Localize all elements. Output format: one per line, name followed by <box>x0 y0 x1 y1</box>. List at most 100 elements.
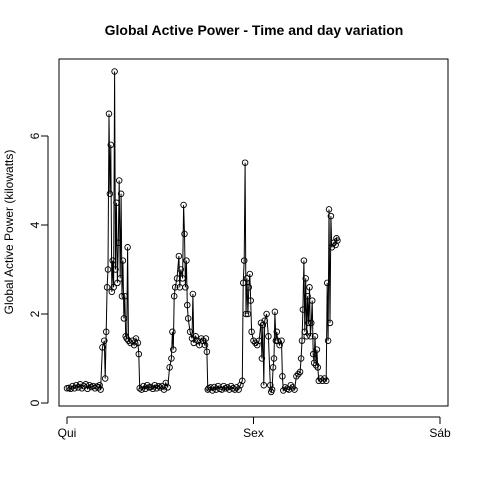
data-point <box>311 333 319 340</box>
y-axis-label: Global Active Power (kilowatts) <box>2 150 16 315</box>
data-point <box>323 279 331 287</box>
data-point <box>138 386 145 393</box>
data-point <box>231 386 239 393</box>
data-point <box>325 206 333 213</box>
data-point <box>115 177 123 184</box>
data-point <box>175 252 183 260</box>
data-point <box>253 341 261 349</box>
data-point <box>189 290 197 298</box>
data-point <box>184 315 192 322</box>
data-point <box>192 333 199 340</box>
data-point <box>115 239 122 247</box>
data-point <box>182 284 189 291</box>
data-point <box>168 355 175 362</box>
data-point <box>171 284 179 291</box>
data-point <box>309 350 317 358</box>
data-point <box>107 141 115 149</box>
data-point <box>164 384 171 391</box>
data-point <box>308 319 315 327</box>
data-point <box>166 364 173 371</box>
chart-title: Global Active Power - Time and day varia… <box>105 22 404 38</box>
data-point <box>170 292 178 300</box>
data-point <box>181 230 188 238</box>
data-point <box>129 337 136 344</box>
data-point <box>130 341 138 349</box>
data-point <box>307 333 314 340</box>
data-point <box>104 266 112 273</box>
data-point <box>247 297 254 304</box>
data-point <box>303 333 310 340</box>
data-point <box>326 319 334 327</box>
data-point <box>101 375 109 382</box>
data-point <box>334 237 341 244</box>
data-point <box>324 337 332 344</box>
data-point <box>291 386 298 393</box>
data-point <box>322 377 330 385</box>
data-point <box>298 337 306 344</box>
data-point <box>86 381 93 389</box>
data-point <box>101 337 108 344</box>
data-point <box>241 159 249 166</box>
data-point <box>132 335 140 342</box>
data-point <box>257 319 265 327</box>
data-point <box>162 379 170 387</box>
data-point <box>287 381 295 389</box>
data-point <box>239 377 246 385</box>
data-point <box>302 275 309 282</box>
data-point <box>260 381 268 389</box>
data-point <box>124 244 131 251</box>
data-point <box>297 355 305 362</box>
x-tick-label: Qui <box>58 426 77 440</box>
data-point <box>261 317 268 324</box>
data-point <box>218 386 226 393</box>
data-point <box>143 381 151 389</box>
data-point <box>102 328 110 336</box>
data-series <box>63 68 341 396</box>
data-point <box>246 270 254 278</box>
data-point <box>169 328 176 336</box>
data-point <box>237 381 244 389</box>
data-point <box>184 301 191 309</box>
data-point <box>177 266 185 273</box>
data-point <box>170 346 177 353</box>
data-point <box>117 190 125 198</box>
data-point <box>97 386 104 393</box>
data-point <box>305 319 312 327</box>
data-point <box>160 386 168 393</box>
data-point <box>258 355 266 362</box>
data-point <box>235 386 242 393</box>
data-point <box>202 335 210 342</box>
data-point <box>71 385 78 392</box>
data-point <box>183 257 190 264</box>
data-point <box>314 364 322 371</box>
data-point <box>289 384 296 391</box>
y-tick-label: 6 <box>28 132 42 139</box>
data-point <box>190 339 198 347</box>
data-point <box>142 385 149 393</box>
y-tick-label: 2 <box>28 310 42 317</box>
data-point <box>118 292 126 300</box>
data-point <box>273 328 281 336</box>
data-point <box>270 355 278 362</box>
data-point <box>123 335 130 342</box>
data-point <box>293 373 300 380</box>
data-point <box>248 328 255 336</box>
data-point <box>180 201 187 209</box>
data-point <box>157 384 164 391</box>
data-point <box>113 199 120 207</box>
data-point <box>263 310 270 318</box>
data-point <box>112 266 119 273</box>
data-point <box>105 110 113 118</box>
data-point <box>151 381 158 389</box>
data-point <box>268 386 276 393</box>
data-point <box>233 384 240 391</box>
data-point <box>240 257 248 264</box>
data-point <box>313 346 321 353</box>
data-point <box>295 370 302 378</box>
data-point <box>299 306 307 313</box>
data-point <box>304 292 311 300</box>
y-tick-label: 0 <box>28 399 42 406</box>
data-point <box>179 275 186 282</box>
data-point <box>110 284 117 291</box>
